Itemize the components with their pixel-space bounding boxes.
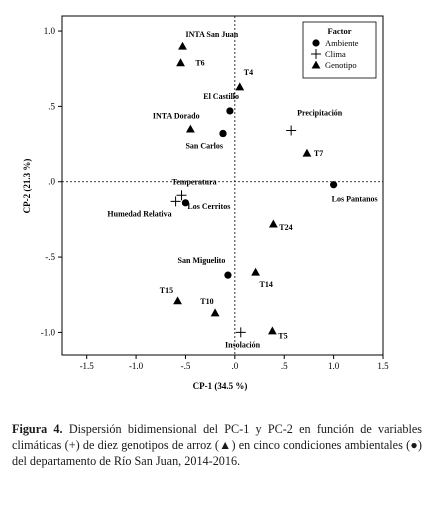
clima-point <box>176 190 187 201</box>
x-tick-label: .0 <box>231 361 238 371</box>
figure-caption: Figura 4. Dispersión bidimensional del P… <box>12 421 422 469</box>
genotipo-point <box>268 219 278 228</box>
clima-point <box>170 196 181 207</box>
axes: -1.5 -1.0 -.5 .0 .5 1.0 1.5 1.0 .5 .0 -.5 -1.0 <box>41 26 389 371</box>
y-tick-label: -1.0 <box>41 327 56 337</box>
point-label: Los Pantanos <box>332 194 378 203</box>
point-label: Precipitación <box>297 108 343 117</box>
plot-area <box>61 15 384 356</box>
x-tick-label: 1.5 <box>377 361 389 371</box>
point-label: T15 <box>160 286 173 295</box>
legend-title: Factor <box>327 26 351 36</box>
genotipo-point <box>267 326 277 335</box>
genotipo-point <box>173 296 182 305</box>
plot-frame <box>61 15 384 356</box>
point-label: Humedad Relativa <box>107 209 171 218</box>
point-label: San Carlos <box>185 142 223 151</box>
x-tick-label: -.5 <box>181 361 191 371</box>
x-axis-title: CP-1 (34.5 %) <box>193 381 248 391</box>
caption-text: Dispersión bidimensional del PC-1 y PC-2… <box>12 422 422 468</box>
clima-point <box>235 327 246 338</box>
point-label: El Castillo <box>203 92 239 101</box>
legend-entry-label: Ambiente <box>325 38 359 48</box>
ambiente-point <box>181 199 190 207</box>
y-axis-title: CP-2 (21.3 %) <box>22 159 32 214</box>
y-tick-label: 1.0 <box>44 26 56 36</box>
legend-entry-label: Clima <box>325 49 346 59</box>
ambiente-point <box>330 181 338 189</box>
caption-figure-label: Figura 4. <box>12 422 63 436</box>
genotipo-point <box>178 41 187 50</box>
y-tick-label: -.5 <box>45 252 55 262</box>
genotipo-point <box>176 58 185 67</box>
genotipo-point <box>235 82 245 91</box>
x-tick-label: -1.5 <box>80 361 95 371</box>
legend-marker-triangle <box>311 60 321 69</box>
point-label: INTA Dorado <box>153 111 200 120</box>
point-label: T10 <box>200 297 213 306</box>
legend-entry-label: Genotipo <box>325 60 357 70</box>
point-label: T4 <box>244 68 253 77</box>
x-tick-label: .5 <box>281 361 288 371</box>
ambiente-point <box>226 107 234 115</box>
genotipo-point <box>210 308 220 317</box>
point-label: T7 <box>314 149 323 158</box>
legend-box <box>302 21 377 79</box>
y-tick-label: .0 <box>48 177 55 187</box>
point-label: Insolación <box>225 340 261 349</box>
legend-marker-circle <box>312 39 320 47</box>
x-tick-label: 1.0 <box>328 361 340 371</box>
x-tick-label: -1.0 <box>129 361 144 371</box>
point-label: San Miguelito <box>178 256 226 265</box>
point-label: T6 <box>195 59 204 68</box>
genotipo-point <box>251 267 260 276</box>
y-tick-label: .5 <box>48 101 55 111</box>
point-label: T5 <box>278 331 287 340</box>
point-labels: INTA San Juan T6 T4 El Castillo INTA Dorado P… <box>107 30 377 349</box>
point-label: Temperatura <box>172 178 217 187</box>
point-label: T24 <box>279 223 292 232</box>
legend-marker-plus <box>311 49 321 59</box>
clima-point <box>286 125 297 136</box>
chart-marks <box>170 41 338 338</box>
point-label: T14 <box>260 280 273 289</box>
ambiente-point <box>224 271 232 279</box>
genotipo-point <box>186 124 195 133</box>
genotipo-point <box>302 148 312 157</box>
point-label: INTA San Juan <box>185 30 238 39</box>
point-label: Los Cerritos <box>187 202 230 211</box>
ambiente-point <box>219 129 227 138</box>
